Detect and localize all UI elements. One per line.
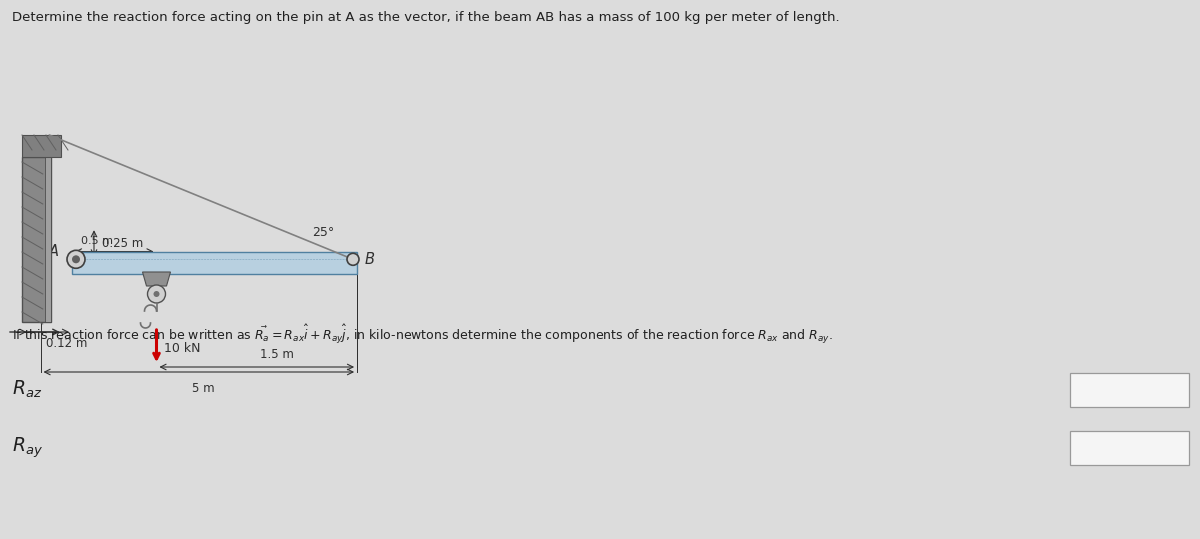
Text: 0.5 m: 0.5 m xyxy=(82,236,113,246)
Bar xyxy=(22,157,50,322)
Circle shape xyxy=(67,250,85,268)
Bar xyxy=(44,135,50,322)
Text: ⬡: ⬡ xyxy=(1174,443,1181,452)
Text: 5 m: 5 m xyxy=(192,382,215,395)
Polygon shape xyxy=(143,272,170,286)
Text: 25°: 25° xyxy=(312,226,335,239)
Text: 0.25 m: 0.25 m xyxy=(102,237,143,250)
Circle shape xyxy=(347,253,359,265)
Text: 10 kN: 10 kN xyxy=(163,342,200,356)
FancyBboxPatch shape xyxy=(1070,372,1189,406)
Bar xyxy=(22,135,61,157)
Text: $R_{az}$: $R_{az}$ xyxy=(12,379,42,400)
Text: B: B xyxy=(365,252,376,267)
Circle shape xyxy=(148,285,166,303)
Text: $R_{ay}$: $R_{ay}$ xyxy=(12,436,43,460)
Text: 1.5 m: 1.5 m xyxy=(260,348,294,361)
FancyBboxPatch shape xyxy=(1070,431,1189,465)
Text: ⬡: ⬡ xyxy=(1174,385,1181,394)
Text: Choose...: Choose... xyxy=(1092,443,1144,453)
Text: Determine the reaction force acting on the pin at A as the vector, if the beam A: Determine the reaction force acting on t… xyxy=(12,11,840,24)
Text: A: A xyxy=(49,244,59,259)
Text: Choose...: Choose... xyxy=(1092,385,1144,395)
Circle shape xyxy=(72,255,80,263)
Circle shape xyxy=(154,291,160,297)
Text: If this reaction force can be written as $\vec{R_a} = R_{ax}\hat{i} + R_{ay}\hat: If this reaction force can be written as… xyxy=(12,323,833,345)
Bar xyxy=(72,252,358,274)
Text: 0.12 m: 0.12 m xyxy=(46,337,86,350)
